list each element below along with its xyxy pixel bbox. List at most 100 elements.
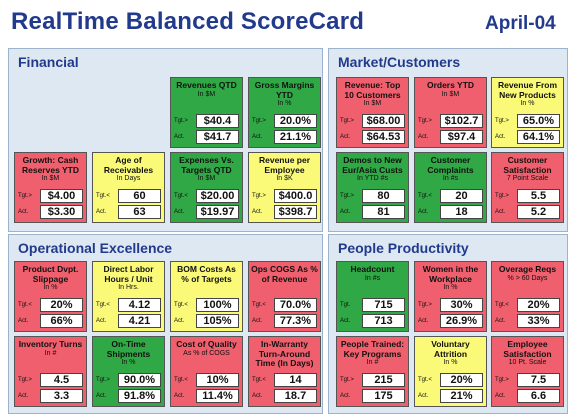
kpi-card-revenue-top-10-customers: Revenue: Top 10 Customers In $M Tgt.> $68.0… <box>336 77 409 148</box>
actual-value: 63 <box>118 204 161 219</box>
kpi-card-in-warranty-turn-around-time-in-days: In-Warranty Turn-Around Time (In Days) Tg… <box>248 336 321 407</box>
actual-value: 713 <box>362 313 405 328</box>
kpi-unit: In % <box>443 284 458 291</box>
kpi-unit: In Hrs. <box>118 284 139 291</box>
kpi-unit: In % <box>520 100 535 107</box>
kpi-title: Customer Complaints <box>427 155 474 175</box>
kpi-title: Ops COGS As % of Revenue <box>251 264 318 284</box>
kpi-card-headcount: Headcount In #s Tgt. 715 Act. 713 <box>336 261 409 332</box>
actual-value: 26.9% <box>440 313 483 328</box>
kpi-title: Voluntary Attrition <box>431 339 470 359</box>
kpi-card-revenues-qtd: Revenues QTD In $M Tgt.> $40.4 Act. $41.7 <box>170 77 243 148</box>
target-label: Tgt.< <box>174 192 188 199</box>
kpi-unit: In YTD #s <box>357 175 388 182</box>
actual-value: 77.3% <box>274 313 317 328</box>
actual-value: 66% <box>40 313 83 328</box>
kpi-unit: In $M <box>41 175 60 182</box>
kpi-title: Customer Satisfaction <box>503 155 552 175</box>
target-value: $20.00 <box>196 188 239 203</box>
kpi-card-orders-ytd: Orders YTD In $M Tgt.> $102.7 Act. $97.4 <box>414 77 487 148</box>
target-label: Tgt.> <box>495 117 509 124</box>
target-label: Tgt. <box>340 301 351 308</box>
actual-label: Act. <box>495 392 506 399</box>
kpi-card-inventory-turns: Inventory Turns In # Tgt.> 4.5 Act. 3.3 <box>14 336 87 407</box>
actual-value: $398.7 <box>274 204 317 219</box>
target-label: Tgt.> <box>340 117 354 124</box>
kpi-unit: 10 Pt. Scale <box>508 359 547 366</box>
kpi-title: Revenues QTD <box>176 80 237 90</box>
kpi-unit: In # <box>366 359 379 366</box>
kpi-unit: In % <box>277 100 292 107</box>
kpi-card-people-trained-key-programs: People Trained: Key Programs In # Tgt.> 215… <box>336 336 409 407</box>
kpi-card-customer-complaints: Customer Complaints In #s Tgt.< 20 Act. 18 <box>414 152 487 223</box>
target-label: Tgt.> <box>252 117 266 124</box>
kpi-card-age-of-receivables: Age of Receivables In Days Tgt.< 60 Act. 63 <box>92 152 165 223</box>
kpi-title: Inventory Turns <box>18 339 83 349</box>
kpi-unit: In $M <box>363 100 382 107</box>
page-title: RealTime Balanced ScoreCard <box>11 8 365 35</box>
actual-label: Act. <box>18 317 29 324</box>
target-value: $4.00 <box>40 188 83 203</box>
actual-label: Act. <box>174 317 185 324</box>
target-value: 80 <box>362 188 405 203</box>
target-label: Tgt.< <box>96 192 110 199</box>
actual-label: Act. <box>495 133 506 140</box>
kpi-title: Revenue From New Products <box>497 80 558 100</box>
target-label: Tgt.> <box>418 117 432 124</box>
target-label: Tgt.< <box>418 192 432 199</box>
target-value: $400.0 <box>274 188 317 203</box>
kpi-card-women-in-the-workplace: Women in the Workplace In % Tgt.> 30% Act. 26… <box>414 261 487 332</box>
actual-value: $64.53 <box>362 129 405 144</box>
actual-label: Act. <box>174 133 185 140</box>
kpi-card-bom-costs-as-of-targets: BOM Costs As % of Targets Tgt.< 100% Act. 10… <box>170 261 243 332</box>
kpi-title: Growth: Cash Reserves YTD <box>21 155 80 175</box>
kpi-unit: In % <box>121 359 136 366</box>
kpi-card-direct-labor-hours-unit: Direct Labor Hours / Unit In Hrs. Tgt.< 4.1… <box>92 261 165 332</box>
target-label: Tgt.> <box>418 301 432 308</box>
actual-value: 175 <box>362 388 405 403</box>
kpi-unit: In $M <box>197 90 216 98</box>
actual-value: $97.4 <box>440 129 483 144</box>
target-label: Tgt.< <box>495 301 509 308</box>
actual-label: Act. <box>340 317 351 324</box>
kpi-title: Demos to New Eur/Asia Custs <box>342 155 403 175</box>
kpi-title: People Trained: Key Programs <box>340 339 405 359</box>
kpi-title: Overage Reqs <box>498 264 557 274</box>
target-label: Tgt.< <box>252 301 266 308</box>
actual-value: $19.97 <box>196 204 239 219</box>
target-value: 20% <box>440 372 483 387</box>
target-value: 20% <box>40 297 83 312</box>
target-value: 715 <box>362 297 405 312</box>
actual-label: Act. <box>252 392 263 399</box>
target-label: Tgt.> <box>174 117 188 124</box>
kpi-unit: In % <box>43 284 58 291</box>
kpi-title: Expenses Vs. Targets QTD <box>179 155 234 175</box>
actual-label: Act. <box>418 133 429 140</box>
actual-value: 18 <box>440 204 483 219</box>
target-value: $40.4 <box>196 113 239 128</box>
actual-label: Act. <box>18 392 29 399</box>
actual-value: $3.30 <box>40 204 83 219</box>
kpi-title: Age of Receivables <box>103 155 154 175</box>
kpi-card-customer-satisfaction: Customer Satisfaction 7 Point Scale Tgt.> 5… <box>491 152 564 223</box>
kpi-unit: In Days <box>116 175 141 182</box>
actual-label: Act. <box>252 133 263 140</box>
kpi-card-cost-of-quality: Cost of Quality As % of COGS Tgt.< 10% Act. 1… <box>170 336 243 407</box>
actual-value: 4.21 <box>118 313 161 328</box>
kpi-card-revenue-per-employee: Revenue per Employee In $K Tgt.> $400.0 Act.… <box>248 152 321 223</box>
target-value: 20.0% <box>274 113 317 128</box>
kpi-card-gross-margins-ytd: Gross Margins YTD In % Tgt.> 20.0% Act. 21.1% <box>248 77 321 148</box>
target-value: $68.00 <box>362 113 405 128</box>
target-label: Tgt.> <box>18 192 32 199</box>
actual-label: Act. <box>340 133 351 140</box>
kpi-unit: In $M <box>197 175 216 182</box>
kpi-title: Cost of Quality <box>176 339 237 349</box>
kpi-card-overage-reqs: Overage Reqs% > 60 Days Tgt.< 20% Act. 33% <box>491 261 564 332</box>
kpi-title: Direct Labor Hours / Unit <box>103 264 154 284</box>
panel-title: People Productivity <box>338 240 469 256</box>
target-label: Tgt.< <box>18 301 32 308</box>
actual-value: 3.3 <box>40 388 83 403</box>
target-value: 20 <box>440 188 483 203</box>
actual-label: Act. <box>96 317 107 324</box>
target-value: 65.0% <box>517 113 560 128</box>
